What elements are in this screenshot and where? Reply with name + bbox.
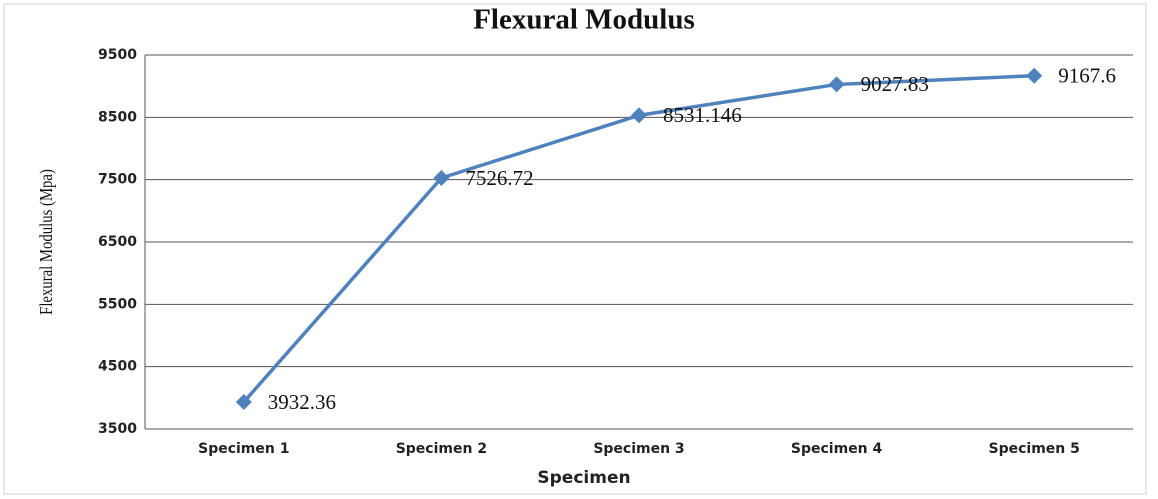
data-point bbox=[828, 76, 845, 93]
data-label: 9027.83 bbox=[861, 72, 929, 96]
x-tick-label: Specimen 2 bbox=[396, 441, 487, 457]
x-tick-label: Specimen 1 bbox=[198, 441, 289, 457]
data-label: 3932.36 bbox=[268, 390, 336, 414]
chart-title: Flexural Modulus bbox=[473, 4, 695, 36]
data-point bbox=[1026, 67, 1043, 84]
x-tick-label: Specimen 4 bbox=[791, 441, 883, 457]
data-point bbox=[631, 107, 647, 124]
data-point bbox=[235, 394, 252, 411]
y-tick-label: 9500 bbox=[98, 47, 137, 63]
y-tick-label: 6500 bbox=[98, 234, 137, 250]
chart-frame bbox=[3, 3, 1147, 495]
y-axis-label: Flexural Modulus (Mpa) bbox=[36, 169, 57, 315]
y-tick-label: 4500 bbox=[98, 359, 137, 375]
y-tick-label: 3500 bbox=[98, 421, 137, 437]
x-tick-label: Specimen 3 bbox=[593, 441, 684, 457]
x-tick-label: Specimen 5 bbox=[989, 441, 1080, 457]
data-point bbox=[433, 170, 450, 187]
y-tick-label: 5500 bbox=[98, 296, 137, 312]
y-tick-label: 7500 bbox=[98, 172, 137, 188]
x-axis-label: Specimen bbox=[537, 468, 630, 488]
data-label: 8531.146 bbox=[663, 103, 742, 127]
y-tick-label: 8500 bbox=[98, 109, 137, 125]
data-label: 9167.6 bbox=[1058, 64, 1116, 88]
data-label: 7526.72 bbox=[465, 166, 533, 190]
